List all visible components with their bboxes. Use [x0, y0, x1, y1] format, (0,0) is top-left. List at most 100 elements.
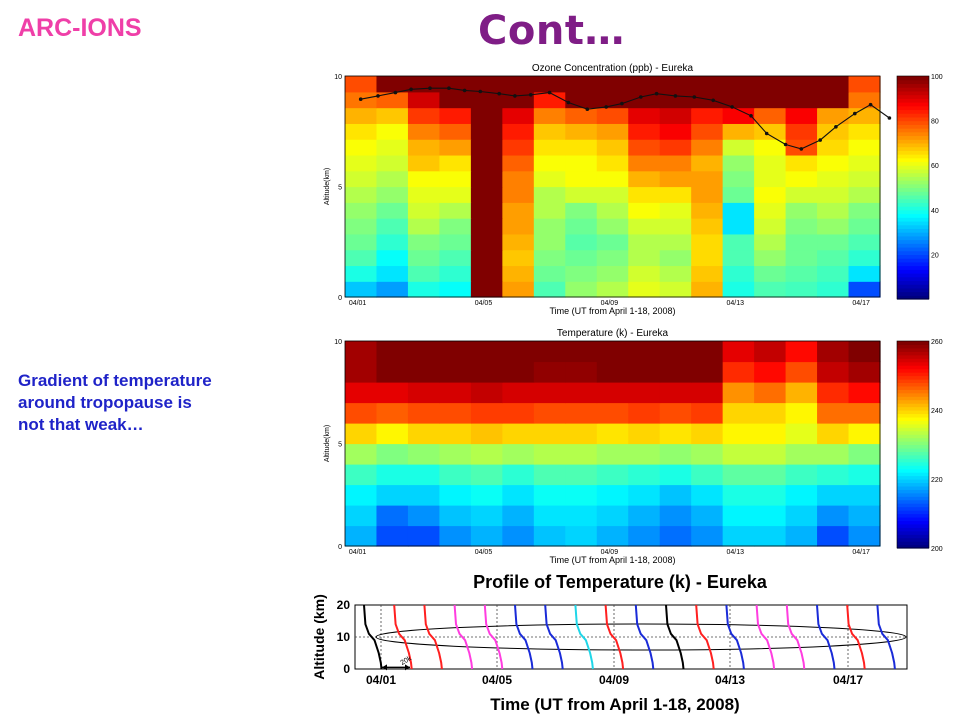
colorbar-step	[897, 465, 929, 470]
heatmap-cell	[754, 525, 787, 547]
heatmap-cell	[565, 249, 598, 267]
colorbar-tick-label: 100	[931, 74, 943, 81]
heatmap-cell	[659, 341, 692, 363]
heatmap-cell	[628, 91, 661, 109]
heatmap-cell	[848, 123, 881, 140]
heatmap-cell	[848, 186, 881, 203]
heatmap-cell	[345, 218, 378, 235]
heatmap-cell	[345, 139, 378, 156]
colorbar-step	[897, 258, 929, 263]
heatmap-cell	[659, 186, 692, 203]
heatmap-cell	[691, 341, 724, 363]
heatmap-cell	[565, 525, 598, 547]
colorbar-step	[897, 217, 929, 222]
heatmap-cell	[439, 218, 472, 235]
colorbar-step	[897, 347, 929, 352]
heatmap-cell	[502, 233, 535, 251]
overlay-point	[620, 101, 624, 106]
heatmap-cell	[376, 361, 409, 383]
colorbar-step	[897, 534, 929, 539]
heatmap-cell	[848, 341, 881, 363]
heatmap-cell	[722, 443, 755, 465]
heatmap-cell	[659, 525, 692, 547]
heatmap-cell	[754, 202, 787, 219]
colorbar-step	[897, 468, 929, 473]
colorbar-step	[897, 341, 929, 346]
heatmap-cell	[345, 443, 378, 465]
heatmap-cell	[345, 341, 378, 363]
heatmap-cell	[722, 341, 755, 363]
colorbar-tick-label: 80	[931, 119, 939, 126]
heatmap-cell	[407, 525, 441, 547]
heatmap-cell	[470, 186, 503, 203]
heatmap-cell	[659, 76, 692, 93]
heatmap-cell	[659, 107, 692, 124]
heatmap-cell	[691, 233, 724, 251]
chart-title: Profile of Temperature (k) - Eureka	[473, 572, 768, 592]
heatmap-cell	[407, 341, 441, 363]
colorbar-step	[897, 128, 929, 133]
colorbar-step	[897, 527, 929, 532]
overlay-point	[566, 100, 571, 105]
heatmap-cell	[565, 281, 598, 298]
heatmap-cell	[376, 443, 409, 465]
heatmap-cell	[754, 382, 787, 404]
heatmap-cell	[722, 281, 755, 298]
heatmap-cell	[565, 107, 598, 124]
colorbar-step	[897, 272, 929, 278]
heatmap-cell	[345, 154, 378, 172]
heatmap-cell	[659, 464, 692, 486]
colorbar-step	[897, 537, 929, 542]
heatmap-cell	[691, 186, 724, 203]
heatmap-cell	[722, 123, 755, 140]
heatmap-cell	[345, 464, 378, 486]
heatmap-cell	[691, 265, 724, 282]
heatmap-cell	[659, 265, 692, 282]
colorbar-step	[897, 157, 929, 163]
heatmap-cell	[470, 265, 503, 282]
colorbar-step	[897, 344, 929, 349]
heatmap-cell	[596, 443, 629, 465]
heatmap-cell	[407, 249, 441, 267]
heatmap-cell	[691, 249, 724, 267]
heatmap-cell	[533, 484, 566, 506]
colorbar-step	[897, 382, 929, 387]
heatmap-cell	[785, 107, 818, 124]
heatmap-cell	[628, 361, 661, 383]
colorbar-step	[897, 375, 929, 380]
heatmap-cell	[345, 382, 378, 404]
heatmap-cell	[533, 107, 566, 124]
colorbar-step	[897, 410, 929, 415]
heatmap-cell	[407, 423, 441, 445]
colorbar-step	[897, 191, 929, 196]
heatmap-cell	[659, 202, 692, 219]
heatmap-cell	[439, 186, 472, 203]
heatmap-cell	[722, 505, 755, 527]
heatmap-cell	[628, 402, 661, 424]
colorbar-step	[897, 113, 929, 118]
heatmap-cell	[596, 361, 629, 383]
heatmap-cell	[596, 484, 629, 506]
heatmap-cell	[376, 218, 409, 235]
heatmap-cell	[848, 202, 881, 219]
overlay-point	[730, 105, 734, 109]
colorbar-step	[897, 291, 929, 296]
heatmap-cell	[565, 484, 598, 506]
heatmap-cell	[470, 525, 503, 547]
heatmap-cell	[376, 170, 409, 188]
heatmap-cell	[596, 186, 629, 203]
heatmap-cell	[596, 402, 629, 424]
heatmap-cell	[848, 281, 881, 298]
heatmap-cell	[691, 154, 724, 172]
heatmap-cell	[470, 281, 503, 298]
colorbar-step	[897, 246, 929, 252]
heatmap-cell	[848, 382, 881, 404]
x-axis-label: Time (UT from April 1-18, 2008)	[549, 306, 675, 316]
colorbar-step	[897, 183, 929, 189]
heatmap-cell	[439, 139, 472, 156]
heatmap-cell	[659, 402, 692, 424]
colorbar-step	[897, 520, 929, 525]
heatmap-cell	[502, 76, 535, 93]
heatmap-cell	[470, 382, 503, 404]
